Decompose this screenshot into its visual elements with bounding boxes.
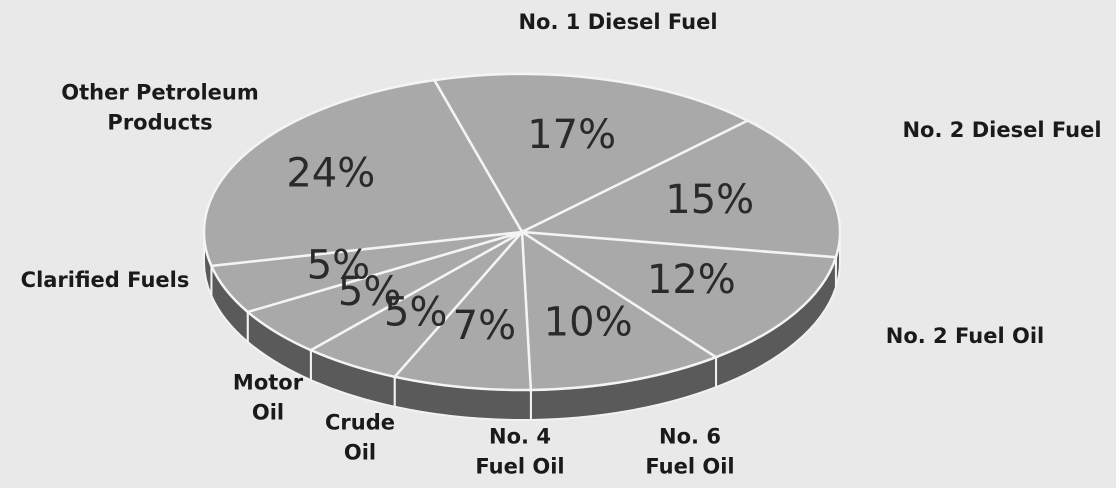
category-label: No. 4 Fuel Oil: [475, 424, 565, 479]
category-label: Motor Oil: [232, 370, 304, 425]
category-label: No. 2 Fuel Oil: [885, 323, 1045, 348]
value-label: 5%: [338, 269, 401, 315]
pie-slice: [520, 229, 719, 392]
pie-slice: [521, 230, 838, 359]
value-label: 10%: [544, 299, 633, 345]
category-label: No. 6 Fuel Oil: [645, 424, 735, 479]
category-label: No. 2 Diesel Fuel: [902, 117, 1102, 142]
pie-slice: [202, 78, 525, 268]
value-label: 5%: [384, 290, 447, 336]
pie-slice: [392, 228, 533, 392]
value-label: 12%: [647, 257, 736, 303]
category-label: Clarified Fuels: [20, 267, 190, 292]
value-label: 15%: [665, 177, 754, 223]
pie-slice: [432, 72, 751, 234]
value-label: 5%: [307, 243, 370, 289]
category-label: No. 1 Diesel Fuel: [518, 9, 718, 34]
category-label: Crude Oil: [325, 410, 395, 465]
value-label: 24%: [286, 150, 375, 196]
value-label: 7%: [453, 303, 516, 349]
value-label: 17%: [527, 112, 616, 158]
category-label: Other Petroleum Products: [61, 80, 259, 135]
pie-slice: [517, 119, 842, 259]
